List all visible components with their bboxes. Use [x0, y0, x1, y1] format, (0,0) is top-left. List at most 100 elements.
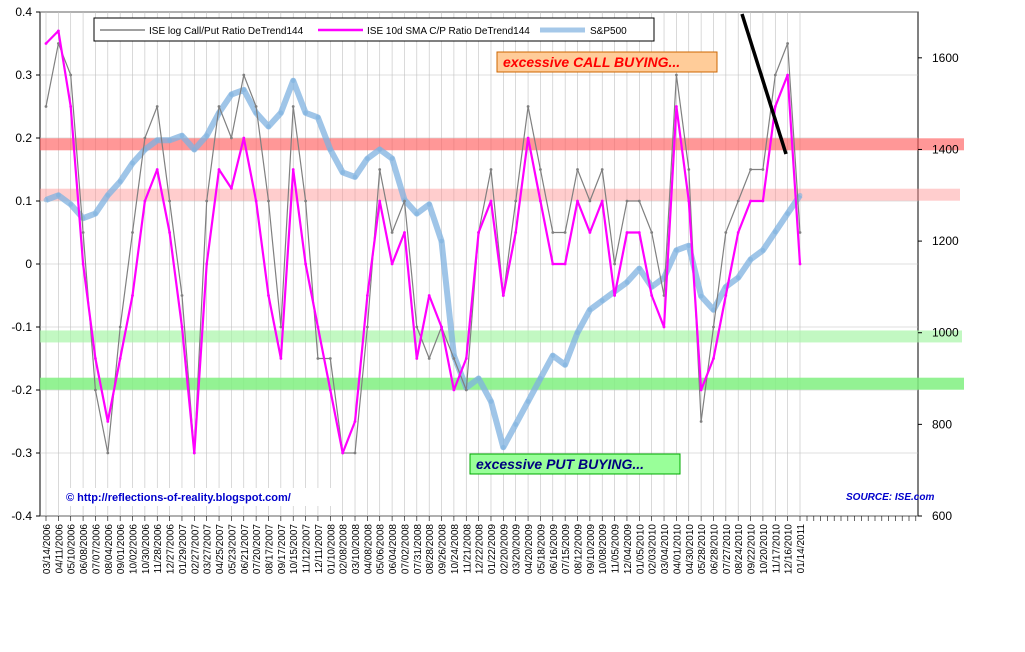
- series-2-point-10: [167, 137, 173, 143]
- x-tick-label-32: 09/26/2008: [438, 524, 449, 574]
- series-1-point-31: [427, 294, 431, 297]
- x-tick-label-21: 11/12/2007: [302, 524, 313, 574]
- right-tick-label-1: 1400: [932, 142, 959, 156]
- series-0-point-8: [143, 136, 147, 140]
- series-0-point-22: [316, 357, 320, 360]
- x-tick-label-48: 01/05/2010: [635, 524, 646, 574]
- left-tick-label-2: 0.2: [15, 131, 32, 145]
- series-0-point-10: [168, 199, 172, 203]
- series-1-point-32: [440, 325, 443, 329]
- series-1-point-40: [539, 199, 542, 203]
- series-0-point-2: [69, 73, 73, 77]
- series-1-point-43: [576, 199, 579, 203]
- series-1-point-26: [366, 294, 369, 297]
- series-1-point-44: [588, 231, 592, 234]
- series-2-point-31: [426, 202, 432, 207]
- series-1-point-56: [736, 231, 740, 234]
- series-1-point-54: [712, 357, 715, 360]
- series-0-point-14: [217, 105, 221, 108]
- x-tick-label-59: 11/17/2010: [771, 524, 782, 574]
- x-tick-label-53: 05/28/2010: [697, 524, 708, 574]
- series-1-point-53: [699, 388, 703, 392]
- series-0-point-54: [712, 325, 715, 329]
- series-2-point-27: [377, 147, 383, 152]
- series-2-point-35: [476, 376, 481, 381]
- x-tick-label-10: 12/27/2006: [166, 524, 177, 574]
- series-1-point-1: [57, 29, 60, 33]
- grid: [40, 11, 918, 521]
- threshold-band-0: [40, 138, 964, 151]
- series-1-point-36: [489, 199, 493, 203]
- series-1-point-5: [106, 420, 110, 423]
- series-0-point-27: [378, 168, 382, 171]
- series-2-point-17: [253, 110, 259, 116]
- threshold-band-1: [40, 188, 960, 201]
- series-2-point-21: [303, 110, 308, 116]
- x-tick-label-26: 04/08/2008: [363, 524, 374, 574]
- series-0-point-29: [403, 199, 406, 203]
- series-2-point-0: [43, 197, 49, 203]
- series-1-point-50: [662, 325, 666, 329]
- x-tick-label-60: 12/16/2010: [784, 524, 795, 574]
- series-0-point-31: [427, 357, 431, 360]
- x-tick-label-11: 01/29/2007: [178, 524, 189, 574]
- series-1-point-57: [749, 199, 752, 203]
- series-2-point-18: [266, 124, 271, 129]
- series-1-point-33: [452, 388, 456, 392]
- series-1-point-3: [81, 262, 85, 266]
- x-tick-label-49: 02/03/2010: [648, 524, 659, 574]
- series-0-point-19: [279, 325, 283, 329]
- threshold-band-2: [40, 330, 962, 343]
- series-0-point-41: [551, 231, 555, 234]
- x-tick-label-2: 05/10/2006: [67, 524, 78, 574]
- series-2-point-11: [179, 133, 185, 139]
- series-0-point-56: [736, 199, 740, 203]
- series-1-point-48: [637, 231, 641, 234]
- series-0-point-3: [81, 231, 85, 234]
- series-1-point-51: [675, 105, 678, 108]
- series-2-point-15: [229, 92, 234, 97]
- series-2-point-48: [636, 266, 642, 271]
- series-1-point-0: [44, 42, 48, 45]
- series-1-point-19: [279, 357, 283, 360]
- legend-label-0: ISE log Call/Put Ratio DeTrend144: [149, 26, 304, 37]
- series-0-point-58: [761, 168, 765, 171]
- x-tick-label-16: 06/21/2007: [240, 524, 251, 574]
- right-tick-label-4: 800: [932, 417, 952, 431]
- series-2-point-25: [352, 174, 358, 180]
- x-tick-label-14: 04/25/2007: [215, 524, 226, 574]
- x-tick-label-17: 07/20/2007: [252, 524, 263, 574]
- series-2-point-23: [327, 147, 333, 152]
- series-2-point-22: [315, 115, 321, 120]
- x-tick-label-45: 10/08/2009: [598, 524, 609, 574]
- series-0-point-40: [539, 168, 542, 171]
- series-2-point-53: [698, 293, 704, 299]
- series-2-point-13: [204, 133, 210, 139]
- series-2-point-7: [130, 160, 135, 166]
- threshold-bands: [40, 138, 964, 390]
- series-1-point-47: [625, 231, 629, 234]
- x-tick-label-6: 09/01/2006: [116, 524, 127, 574]
- x-tick-label-7: 10/02/2006: [129, 524, 140, 574]
- x-tick-label-0: 03/14/2006: [42, 524, 53, 574]
- x-tick-label-56: 08/24/2010: [734, 524, 745, 574]
- series-2-point-38: [513, 422, 519, 427]
- series-2-point-39: [525, 399, 531, 404]
- series-0-point-44: [588, 199, 592, 203]
- series-0-point-16: [242, 73, 246, 77]
- x-tick-label-23: 01/10/2008: [326, 524, 337, 574]
- series-2-point-41: [550, 353, 556, 358]
- legend-box: [93, 17, 655, 42]
- right-tick-label-2: 1200: [932, 234, 959, 248]
- series-2-point-36: [488, 399, 494, 404]
- series-0-point-46: [613, 262, 616, 266]
- series-0-point-18: [267, 199, 270, 203]
- series-1-point-17: [254, 199, 258, 203]
- series-0-point-23: [328, 357, 332, 360]
- series-0-point-57: [749, 168, 752, 171]
- threshold-band-3: [40, 377, 964, 390]
- series-1-point-24: [341, 451, 345, 455]
- series-1-point-60: [786, 73, 789, 77]
- annotation-call-buying: excessive CALL BUYING...: [496, 51, 718, 73]
- series-0-point-33: [452, 357, 456, 360]
